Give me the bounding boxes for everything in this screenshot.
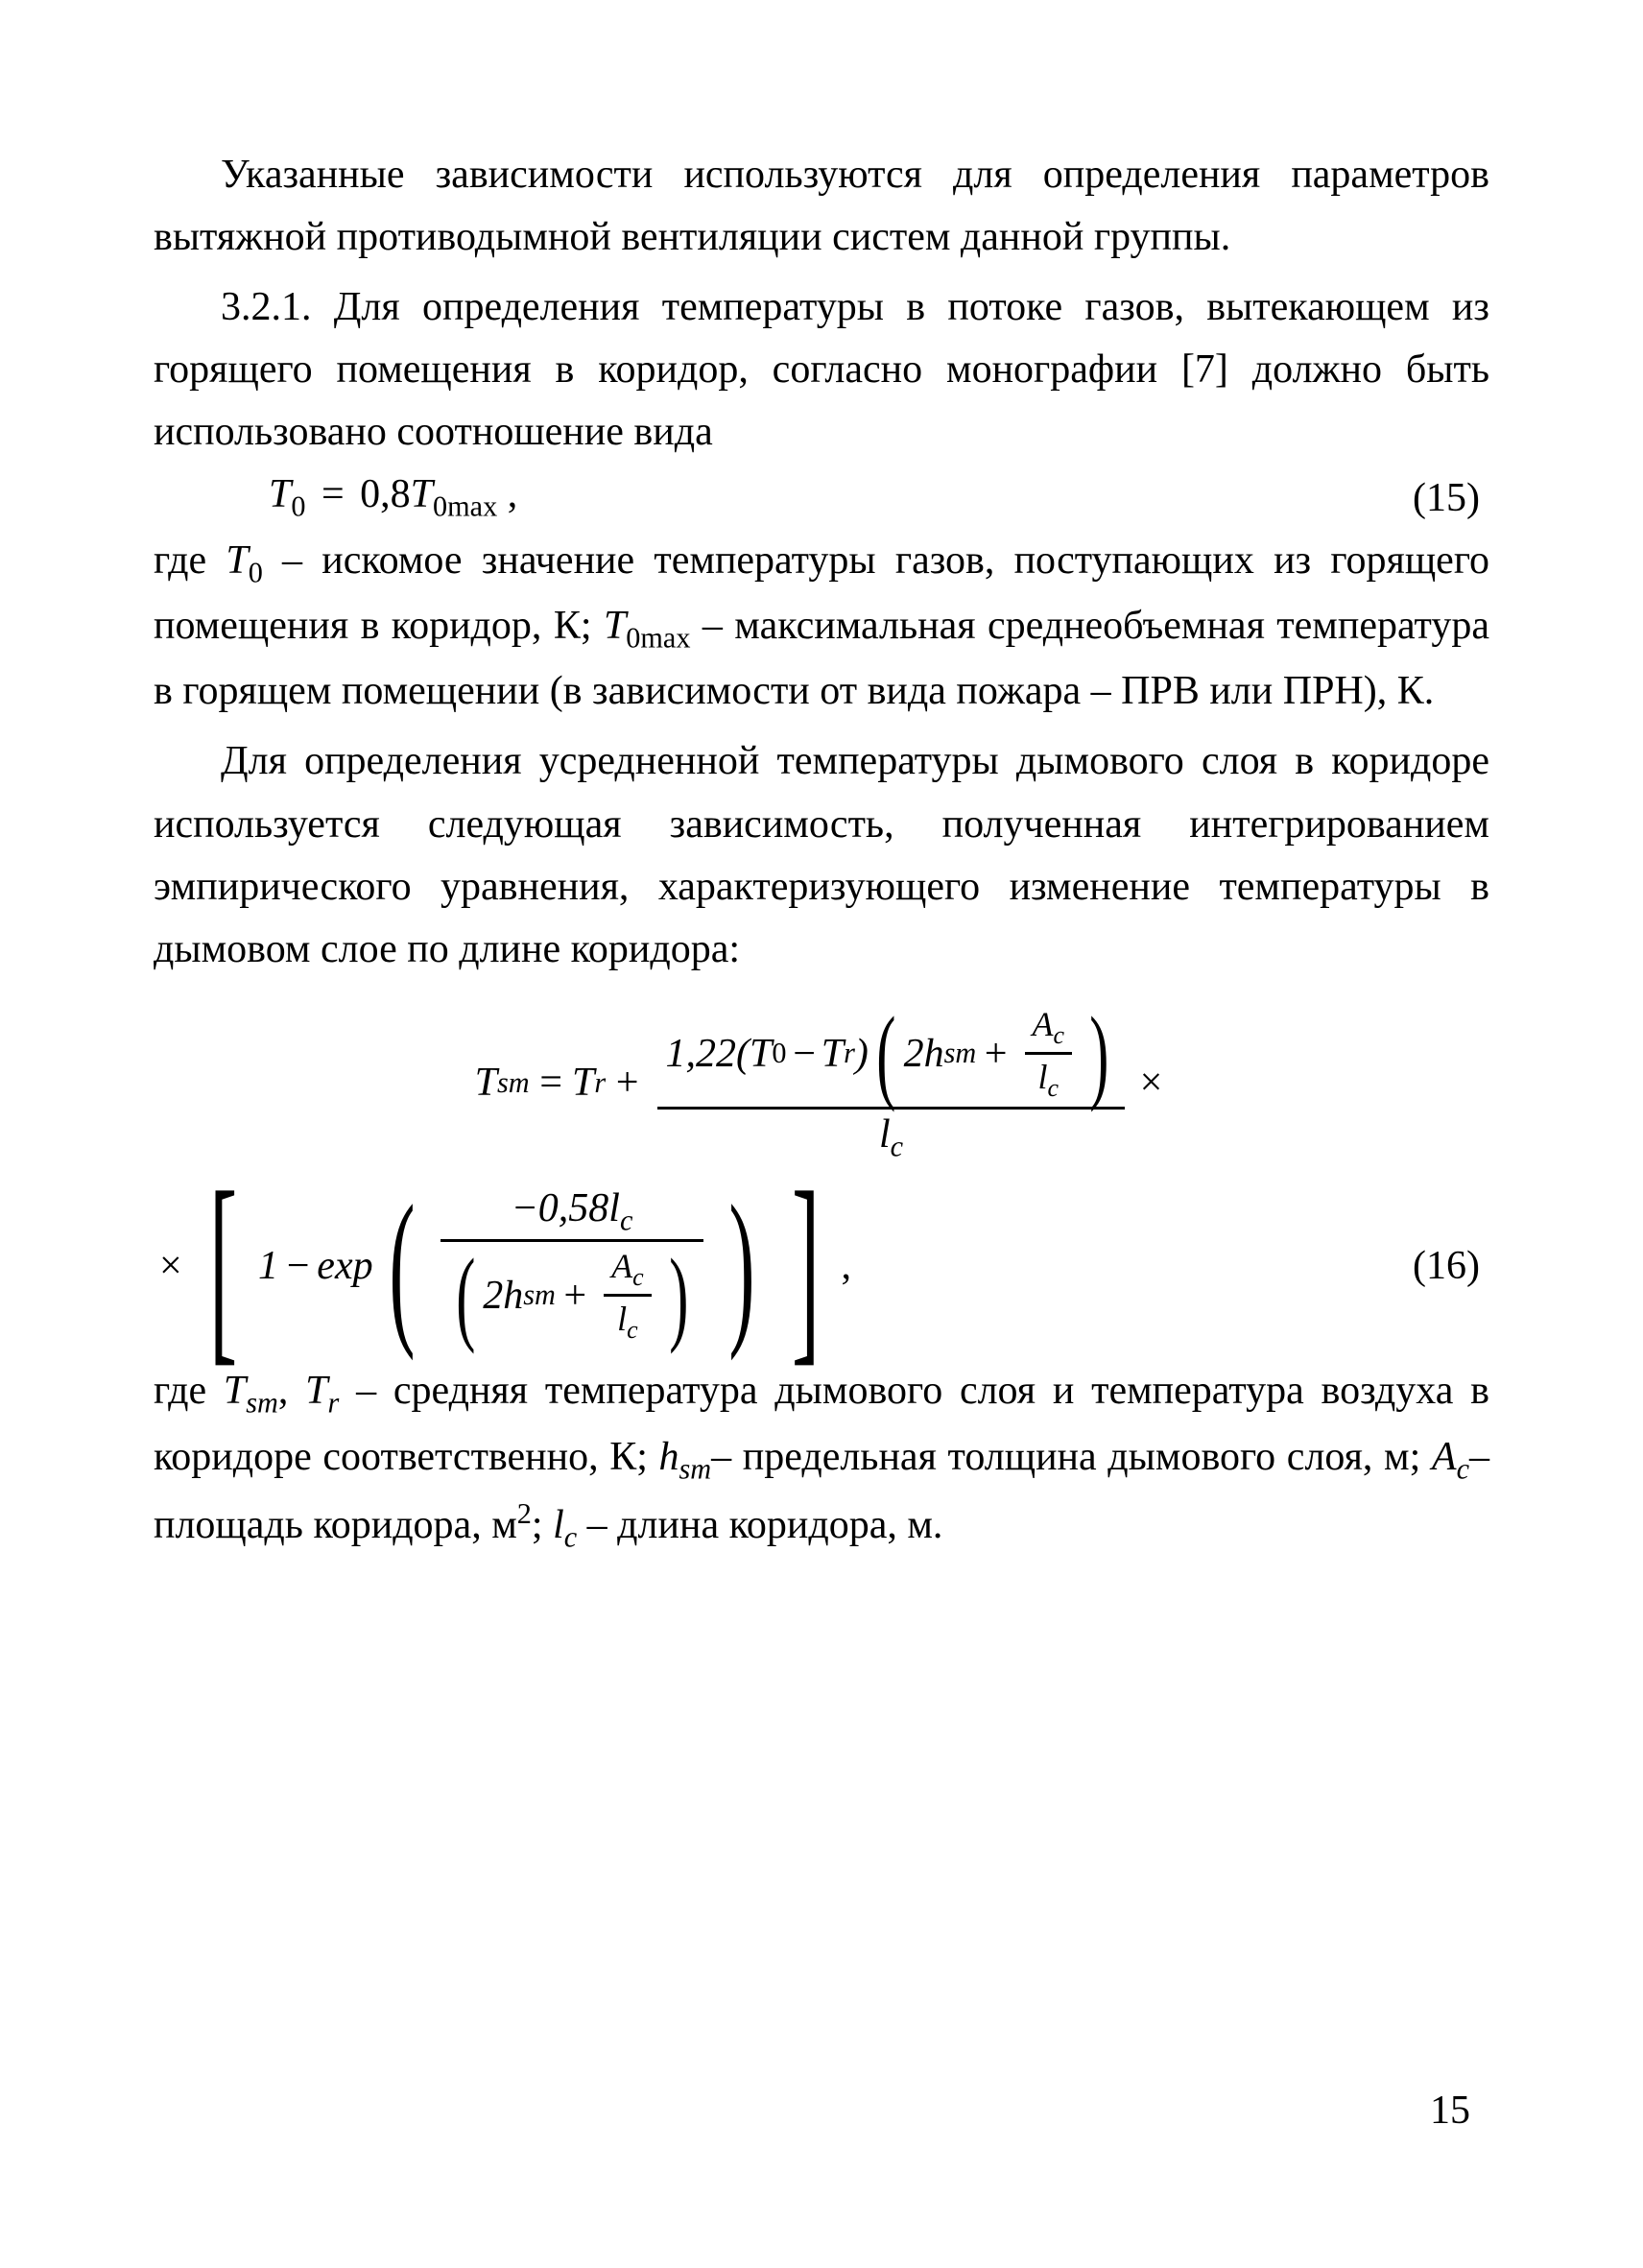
sym-T: T xyxy=(305,1369,327,1413)
text: – предельная толщина дымового слоя, м; xyxy=(711,1435,1432,1479)
one: 1 xyxy=(258,1243,278,1289)
equation-16-line2: × [ 1 − exp ( −0,58lc ( 2hsm xyxy=(154,1183,1489,1349)
neg: −0,58 xyxy=(511,1186,608,1230)
comma: , xyxy=(842,1243,852,1289)
fraction-Ac-lc: Ac lc xyxy=(1025,1002,1073,1105)
sym-l: l xyxy=(879,1112,891,1157)
times: × xyxy=(154,1243,188,1289)
sub: r xyxy=(594,1066,606,1100)
plus: + xyxy=(556,1273,594,1319)
sep: , xyxy=(278,1369,305,1413)
paragraph-3-2-1: 3.2.1. Для определения температуры в пот… xyxy=(154,276,1489,464)
sym-l: l xyxy=(1038,1058,1048,1096)
eq-sign: = xyxy=(316,472,350,516)
document-page: Указанные зависимости используются для о… xyxy=(0,0,1643,2268)
sym-A: A xyxy=(611,1247,632,1285)
sym-l: l xyxy=(553,1503,564,1547)
sub: c xyxy=(632,1263,644,1291)
text: ; xyxy=(532,1503,553,1547)
times: × xyxy=(1134,1060,1169,1106)
paragraph-pre-16: Для определения усредненной температуры … xyxy=(154,730,1489,980)
sym-T: T xyxy=(572,1060,594,1106)
sym-h: h xyxy=(659,1435,679,1479)
two: 2 xyxy=(904,1031,924,1077)
paragraph-after-15: где T0 – искомое значение температуры га… xyxy=(154,530,1489,724)
sub: r xyxy=(328,1387,340,1420)
equation-15: T0 = 0,8T0max , (15) xyxy=(154,471,1489,523)
sub: 0 xyxy=(249,556,263,588)
sym-h: h xyxy=(503,1273,523,1319)
sub: 0 xyxy=(772,1037,786,1070)
exp: exp xyxy=(317,1243,372,1289)
sub: sm xyxy=(246,1387,278,1420)
sym-l: l xyxy=(617,1300,627,1338)
sub: sm xyxy=(679,1452,712,1485)
coef: 0,8 xyxy=(360,472,411,516)
sub: c xyxy=(620,1204,632,1236)
paragraph-after-16: где Tsm, Tr – средняя температура дымово… xyxy=(154,1360,1489,1560)
sym-T: T xyxy=(269,472,291,516)
page-number: 15 xyxy=(1430,2088,1470,2134)
sym-T: T xyxy=(822,1031,844,1077)
equation-16-line1: Tsm = Tr + 1,22 (T0 − Tr) ( 2hsm xyxy=(154,1000,1489,1166)
text: Указанные зависимости используются для о… xyxy=(154,153,1489,259)
sub: 0 xyxy=(291,490,305,523)
sym-T: T xyxy=(750,1031,772,1077)
sym-A: A xyxy=(1033,1005,1054,1043)
equation-15-body: T0 = 0,8T0max , xyxy=(154,471,517,523)
sub: 0max xyxy=(433,490,497,523)
paragraph-intro: Указанные зависимости используются для о… xyxy=(154,144,1489,269)
sym-T: T xyxy=(411,472,433,516)
fraction-Ac-lc-2: Ac lc xyxy=(604,1244,652,1347)
sym-A: A xyxy=(1432,1435,1457,1479)
minus: − xyxy=(786,1031,821,1077)
text: где xyxy=(154,538,226,583)
eq-sign: = xyxy=(530,1060,572,1106)
equation-16: Tsm = Tr + 1,22 (T0 − Tr) ( 2hsm xyxy=(154,1000,1489,1349)
sub: r xyxy=(844,1037,855,1070)
two: 2 xyxy=(483,1273,503,1319)
sub: c xyxy=(1457,1452,1469,1485)
sub: c xyxy=(1048,1074,1060,1102)
coef: 1,22 xyxy=(665,1031,736,1077)
fraction-exp: −0,58lc ( 2hsm + Ac xyxy=(441,1183,704,1349)
text: – длина коридора, м. xyxy=(577,1503,942,1547)
sub: c xyxy=(1054,1021,1065,1049)
plus: + xyxy=(606,1060,648,1106)
equation-16-number: (16) xyxy=(1413,1243,1489,1289)
equation-15-number: (15) xyxy=(1413,475,1489,521)
sub: sm xyxy=(523,1278,556,1312)
plus: + xyxy=(976,1031,1014,1077)
fraction-main: 1,22 (T0 − Tr) ( 2hsm + Ac xyxy=(657,1000,1124,1166)
sup: 2 xyxy=(517,1497,532,1530)
sub: c xyxy=(627,1316,638,1344)
text: 3.2.1. Для определения температуры в пот… xyxy=(154,285,1489,454)
minus: − xyxy=(278,1243,317,1289)
sym-l: l xyxy=(608,1186,620,1230)
comma: , xyxy=(508,472,518,516)
sub: sm xyxy=(944,1037,977,1070)
sym-T: T xyxy=(604,604,626,648)
sub: c xyxy=(564,1520,577,1553)
sym-h: h xyxy=(924,1031,944,1077)
sub: sm xyxy=(497,1066,530,1100)
sub: 0max xyxy=(626,622,690,655)
sub: c xyxy=(891,1131,903,1163)
sym-T: T xyxy=(226,538,248,583)
text: Для определения усредненной температуры … xyxy=(154,739,1489,970)
sym-T: T xyxy=(475,1060,497,1106)
